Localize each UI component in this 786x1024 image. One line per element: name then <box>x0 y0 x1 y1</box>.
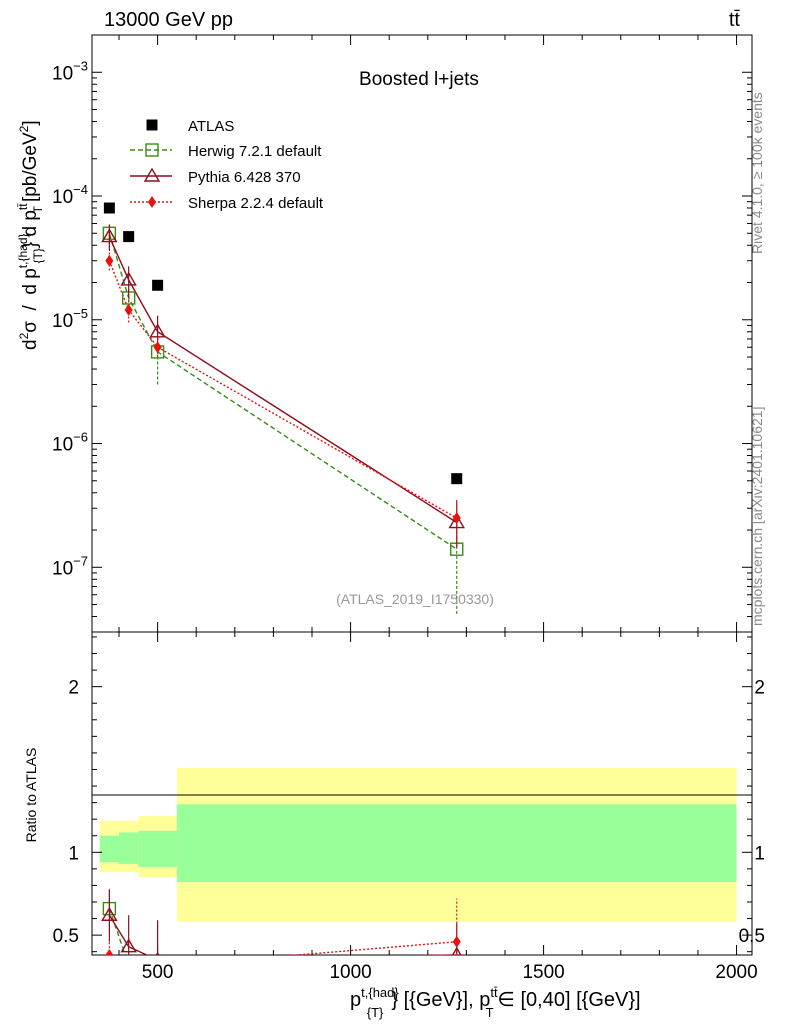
x-tick-label-3: 2000 <box>715 962 757 983</box>
ratio-point-pythia <box>451 946 462 955</box>
ratio-uncertainty-bands <box>99 767 737 922</box>
ylabel-sub1: {T} <box>31 248 45 263</box>
legend-label-sherpa: Sherpa 2.2.4 default <box>188 195 324 212</box>
main-point-pythia <box>149 323 166 338</box>
ratio-point-sherpa <box>105 949 114 955</box>
ratio-point-sherpa <box>125 969 133 981</box>
main-point-sherpa <box>105 254 114 267</box>
legend-marker-herwig <box>145 143 159 157</box>
ratio-y-tick-label-left-1: 1 <box>68 843 79 864</box>
main-series-lines <box>108 233 458 550</box>
ratio-point-pythia <box>101 906 118 921</box>
ylabel-unit: [pb/GeV <box>20 132 41 202</box>
y-tick-label-1: 10−6 <box>52 430 88 456</box>
legend-label-herwig: Herwig 7.2.1 default <box>188 143 322 160</box>
ratio-point-herwig <box>451 967 463 979</box>
band-inner-1 <box>119 832 139 864</box>
y-tick-label-2: 10−5 <box>52 306 88 332</box>
y-tick-label-exp: −4 <box>73 182 88 197</box>
chart-title: Boosted l+jets <box>359 69 479 90</box>
main-point-sherpa <box>452 512 461 525</box>
ratio-series-markers <box>101 887 463 981</box>
ratio-point-sherpa <box>452 935 461 948</box>
ratio-y-tick-label-left-0: 0.5 <box>53 926 79 947</box>
ylabel-mid: } d p <box>20 210 41 248</box>
ratio-series-lines <box>108 908 457 955</box>
ratio-y-axis-label: Ratio to ATLAS <box>23 748 39 843</box>
ylabel-close: ] <box>20 120 41 125</box>
x-axis-label: pt,{had} {T} } [{GeV}], ptt̄ T ∈ [0,40] [{Ge… <box>350 985 641 1020</box>
xlabel-sup1: t,{had} <box>361 985 399 1000</box>
ratio-y-tick-label-right-1: 1 <box>754 843 765 864</box>
band-inner-0 <box>99 835 120 863</box>
main-point-atlas <box>103 202 115 214</box>
rivet-version-text: Rivet 4.1.0, ≥ 100k events <box>749 92 765 254</box>
legend-marker-sherpa <box>148 196 156 208</box>
legend: ATLAS Herwig 7.2.1 default Pythia 6.428 … <box>130 118 324 212</box>
y-tick-label-exp: −3 <box>73 58 88 73</box>
y-tick-label-base: 10 <box>52 435 73 456</box>
x-tick-label-1: 1000 <box>329 962 371 983</box>
xlabel-sub2: T <box>486 1005 494 1020</box>
ylabel-sub2: T <box>31 205 45 213</box>
ratio-y-tick-label-right-0: 0.5 <box>739 926 765 947</box>
y-tick-label-base: 10 <box>52 187 73 208</box>
band-inner-2 <box>138 830 177 868</box>
y-tick-label-0: 10−7 <box>52 553 88 579</box>
header-energy: 13000 GeV pp <box>104 9 233 31</box>
y-tick-label-exp: −5 <box>73 306 88 321</box>
mcplots-reference-text: mcplots.cern.ch [arXiv:2401.10621] <box>749 407 765 626</box>
legend-label-atlas: ATLAS <box>188 118 234 135</box>
y-tick-label-exp: −6 <box>73 430 88 445</box>
y-tick-label-base: 10 <box>52 558 73 579</box>
ratio-y-tick-label-right-2: 2 <box>754 678 765 699</box>
ratio-y-tick-label-left-2: 2 <box>68 678 79 699</box>
ylabel-sup2: tt̄ <box>16 203 30 210</box>
ylabel-unit-sq: 2 <box>17 125 31 132</box>
main-line-sherpa <box>108 260 458 519</box>
y-tick-label-3: 10−4 <box>52 182 88 208</box>
ylabel-sq: 2 <box>17 332 31 339</box>
xlabel-sub1: {T} <box>367 1005 384 1020</box>
axis-ticks <box>92 34 752 955</box>
main-series-markers <box>101 202 465 614</box>
xlabel-tail: ∈ [0,40] [{GeV}] <box>498 989 641 1011</box>
ylabel-d: d <box>20 339 41 350</box>
ratio-point-pythia <box>120 938 137 953</box>
main-y-axis-label: d2σ / d pt,{had}{T}} d ptt̄T[pb/GeV2] <box>16 120 45 350</box>
legend-label-pythia: Pythia 6.428 370 <box>188 169 301 186</box>
main-line-pythia <box>108 236 458 524</box>
main-point-pythia <box>120 271 137 286</box>
y-tick-label-base: 10 <box>52 63 73 84</box>
ratio-point-herwig <box>123 959 135 971</box>
main-point-atlas <box>451 473 463 485</box>
ylabel-sigma: σ / d p <box>20 268 41 333</box>
band-inner-3 <box>176 804 737 883</box>
xlabel-p1: p <box>350 989 361 1011</box>
main-point-atlas <box>152 279 164 291</box>
x-tick-label-0: 500 <box>142 962 174 983</box>
legend-marker-atlas <box>146 119 158 131</box>
main-point-pythia <box>101 228 118 243</box>
y-tick-label-base: 10 <box>52 311 73 332</box>
x-tick-label-2: 1500 <box>522 962 564 983</box>
y-tick-label-exp: −7 <box>73 553 88 568</box>
analysis-annotation: (ATLAS_2019_I1750330) <box>336 591 494 607</box>
header-process: tt̄ <box>729 9 741 31</box>
main-point-sherpa <box>124 303 133 316</box>
main-point-sherpa <box>153 341 162 354</box>
legend-marker-pythia <box>143 167 161 182</box>
xlabel-mid: } [{GeV}], p <box>391 989 490 1011</box>
ylabel-sup1: t,{had} <box>16 233 30 268</box>
y-tick-label-4: 10−3 <box>52 58 88 84</box>
main-line-herwig <box>108 233 458 550</box>
ratio-line-pythia <box>108 914 457 955</box>
xlabel-sup2: tt̄ <box>490 985 498 1000</box>
main-point-atlas <box>123 231 135 243</box>
